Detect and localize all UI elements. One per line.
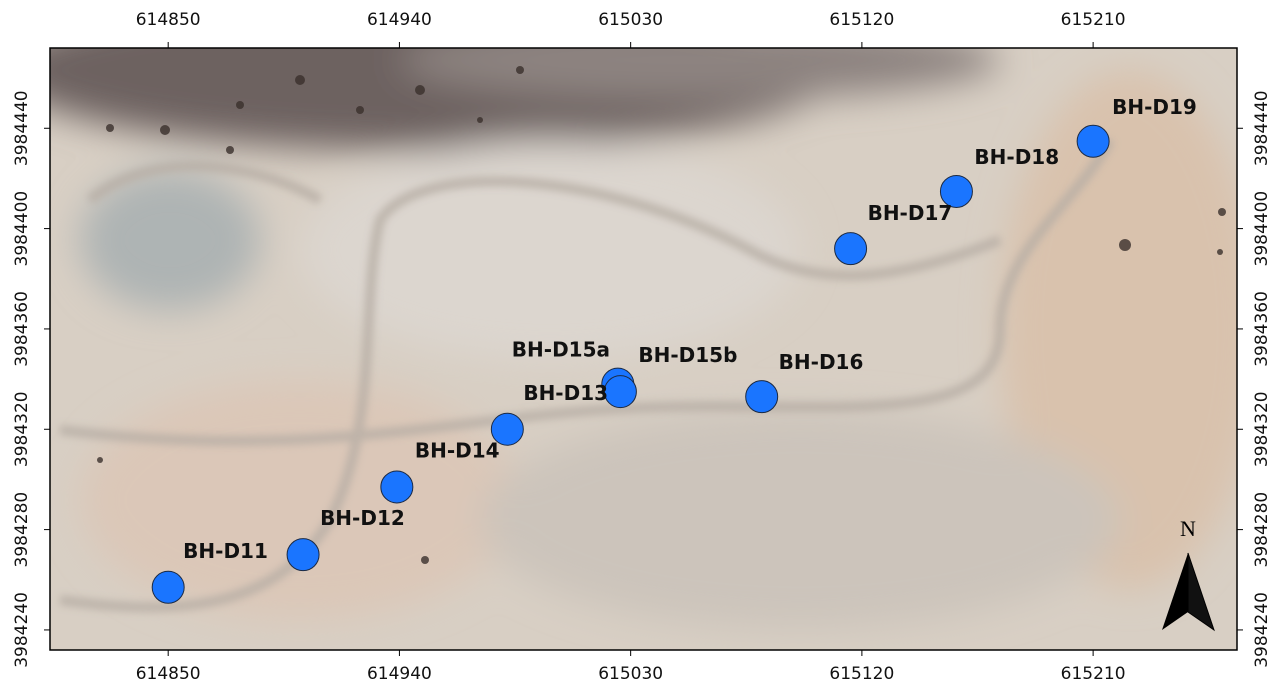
borehole-label: BH-D13	[523, 381, 608, 405]
borehole-point	[381, 471, 413, 503]
borehole-label: BH-D17	[868, 201, 953, 225]
y-tick-label: 3984320	[1252, 391, 1272, 467]
y-tick-label: 3984240	[1252, 592, 1272, 668]
north-label: N	[1180, 516, 1196, 541]
borehole-point	[287, 539, 319, 571]
borehole-point	[746, 381, 778, 413]
x-tick-label: 614850	[136, 10, 201, 30]
x-tick-label: 615120	[829, 10, 894, 30]
borehole-label: BH-D16	[779, 350, 864, 374]
borehole-label: BH-D12	[320, 506, 405, 530]
borehole-label: BH-D19	[1112, 95, 1197, 119]
borehole-point	[152, 571, 184, 603]
x-tick-label: 615030	[598, 664, 663, 684]
borehole-point	[835, 233, 867, 265]
x-tick-label: 614850	[136, 664, 201, 684]
y-tick-label: 3984400	[12, 191, 32, 267]
y-tick-label: 3984280	[1252, 492, 1272, 568]
borehole-point	[1077, 125, 1109, 157]
borehole-point	[604, 376, 636, 408]
map: N 614850 614850 614940 614940 615030 615030 61…	[0, 0, 1281, 691]
x-tick-label: 614940	[367, 10, 432, 30]
borehole-label: BH-D18	[974, 145, 1059, 169]
y-tick-label: 3984360	[1252, 291, 1272, 367]
borehole-label: BH-D14	[415, 438, 500, 462]
x-tick-label: 615210	[1061, 10, 1126, 30]
borehole-label: BH-D15a	[512, 338, 610, 362]
borehole-label: BH-D15b	[638, 343, 737, 367]
borehole-label: BH-D11	[183, 539, 268, 563]
y-tick-label: 3984360	[12, 291, 32, 367]
x-tick-label: 614940	[367, 664, 432, 684]
x-tick-label: 615120	[829, 664, 894, 684]
y-tick-label: 3984440	[12, 90, 32, 166]
y-tick-label: 3984280	[12, 492, 32, 568]
x-tick-label: 615210	[1061, 664, 1126, 684]
y-tick-label: 3984320	[12, 391, 32, 467]
y-tick-label: 3984240	[12, 592, 32, 668]
x-tick-label: 615030	[598, 10, 663, 30]
y-tick-label: 3984440	[1252, 90, 1272, 166]
y-tick-label: 3984400	[1252, 191, 1272, 267]
